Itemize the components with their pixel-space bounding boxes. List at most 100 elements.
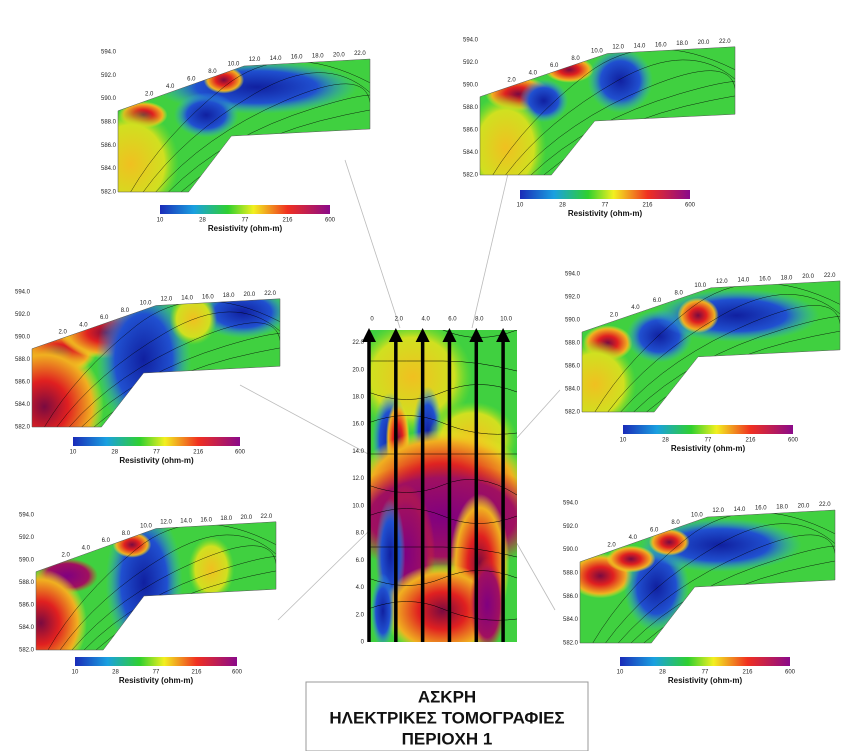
y-tick-label: 12.0 bbox=[352, 476, 364, 482]
elevation-label: 582.0 bbox=[15, 425, 31, 431]
y-tick-label: 14.0 bbox=[352, 449, 364, 455]
distance-label: 4.0 bbox=[629, 535, 638, 541]
anomaly bbox=[587, 48, 653, 113]
elevation-label: 588.0 bbox=[563, 571, 579, 577]
x-tick-label: 8.0 bbox=[475, 317, 484, 323]
elevation-label: 590.0 bbox=[565, 318, 581, 324]
elevation-label: 590.0 bbox=[563, 547, 579, 553]
contour bbox=[505, 59, 735, 175]
elevation-label: 594.0 bbox=[563, 501, 579, 507]
colorbar-label: 216 bbox=[742, 670, 753, 676]
distance-label: 18.0 bbox=[781, 275, 793, 281]
elevation-label: 582.0 bbox=[563, 641, 579, 647]
colorbar-label: 77 bbox=[702, 670, 709, 676]
elevation-label: 588.0 bbox=[15, 357, 31, 363]
elevation-label: 586.0 bbox=[15, 380, 31, 386]
colorbar-label: 10 bbox=[617, 670, 624, 676]
anomaly bbox=[32, 341, 104, 427]
title-line: ΗΛΕΚΤΡΙΚΕΣ ΤΟΜΟΓΡΑΦΙΕΣ bbox=[329, 708, 564, 727]
elevation-label: 582.0 bbox=[19, 648, 35, 654]
distance-label: 12.0 bbox=[249, 57, 261, 63]
distance-label: 4.0 bbox=[166, 84, 175, 90]
elevation-label: 588.0 bbox=[463, 105, 479, 111]
distance-label: 10.0 bbox=[140, 524, 152, 530]
distance-label: 20.0 bbox=[698, 40, 710, 46]
colorbar-label: 216 bbox=[745, 438, 756, 444]
contour bbox=[368, 360, 517, 372]
y-tick-label: 10.0 bbox=[352, 503, 364, 509]
elevation-label: 594.0 bbox=[19, 513, 35, 519]
colorbar bbox=[623, 425, 793, 434]
contour bbox=[530, 81, 735, 175]
distance-label: 22.0 bbox=[264, 291, 276, 297]
section bbox=[36, 521, 276, 650]
connector bbox=[277, 529, 371, 621]
distance-label: 20.0 bbox=[333, 52, 345, 58]
distance-label: 22.0 bbox=[824, 273, 836, 279]
contour bbox=[47, 523, 276, 650]
contour bbox=[368, 415, 517, 435]
anomaly bbox=[480, 94, 547, 175]
elevation-label: 584.0 bbox=[463, 150, 479, 156]
contour bbox=[368, 508, 517, 524]
contour bbox=[630, 545, 835, 643]
colorbar-label: 77 bbox=[153, 450, 160, 456]
distance-label: 6.0 bbox=[100, 315, 109, 321]
elevation-label: 592.0 bbox=[19, 535, 35, 541]
colorbar-label: 216 bbox=[191, 670, 202, 676]
distance-label: 4.0 bbox=[79, 322, 88, 328]
arrow-head bbox=[496, 328, 511, 342]
x-tick-label: 10.0 bbox=[500, 317, 512, 323]
elevation-label: 594.0 bbox=[565, 272, 581, 278]
distance-label: 6.0 bbox=[550, 63, 559, 69]
distance-label: 18.0 bbox=[676, 41, 688, 47]
distance-label: 2.0 bbox=[610, 313, 619, 319]
distance-label: 14.0 bbox=[270, 56, 282, 62]
y-tick-label: 0 bbox=[361, 640, 365, 646]
section bbox=[582, 280, 840, 412]
distance-label: 14.0 bbox=[180, 518, 192, 524]
distance-label: 16.0 bbox=[202, 294, 214, 300]
distance-label: 8.0 bbox=[674, 290, 683, 296]
distance-label: 22.0 bbox=[819, 502, 831, 508]
colorbar-label: 77 bbox=[242, 218, 249, 224]
colorbar bbox=[73, 437, 240, 446]
distance-label: 10.0 bbox=[694, 283, 706, 289]
contour bbox=[492, 48, 735, 175]
contour bbox=[71, 545, 276, 650]
contour bbox=[368, 330, 517, 338]
contour bbox=[368, 570, 517, 586]
distance-label: 8.0 bbox=[671, 520, 680, 526]
colorbar-title: Resistivity (ohm-m) bbox=[671, 444, 746, 453]
anomaly bbox=[370, 573, 395, 642]
colorbar-label: 600 bbox=[232, 670, 243, 676]
colorbar bbox=[520, 190, 690, 199]
elevation-label: 584.0 bbox=[565, 387, 581, 393]
distance-label: 10.0 bbox=[228, 61, 240, 67]
distance-label: 14.0 bbox=[738, 278, 750, 284]
distance-label: 18.0 bbox=[776, 504, 788, 510]
y-tick-label: 4.0 bbox=[356, 585, 365, 591]
section-outline bbox=[579, 509, 836, 644]
distance-label: 12.0 bbox=[612, 45, 624, 51]
distance-label: 2.0 bbox=[58, 330, 67, 336]
distance-label: 12.0 bbox=[160, 520, 172, 526]
colorbar-label: 28 bbox=[112, 670, 119, 676]
elevation-label: 584.0 bbox=[101, 166, 117, 172]
section-outline bbox=[581, 280, 841, 413]
distance-label: 6.0 bbox=[187, 76, 196, 82]
distance-label: 10.0 bbox=[691, 512, 703, 518]
distance-label: 10.0 bbox=[140, 301, 152, 307]
colorbar-label: 600 bbox=[235, 450, 246, 456]
distance-label: 16.0 bbox=[200, 517, 212, 523]
y-tick-label: 6.0 bbox=[356, 558, 365, 564]
colorbar-label: 28 bbox=[111, 450, 118, 456]
contour bbox=[633, 316, 840, 412]
contour bbox=[607, 294, 840, 412]
distance-label: 4.0 bbox=[529, 70, 538, 76]
elevation-label: 586.0 bbox=[19, 603, 35, 609]
colorbar-title: Resistivity (ohm-m) bbox=[208, 224, 283, 233]
colorbar-label: 216 bbox=[642, 203, 653, 209]
contour bbox=[59, 534, 276, 650]
